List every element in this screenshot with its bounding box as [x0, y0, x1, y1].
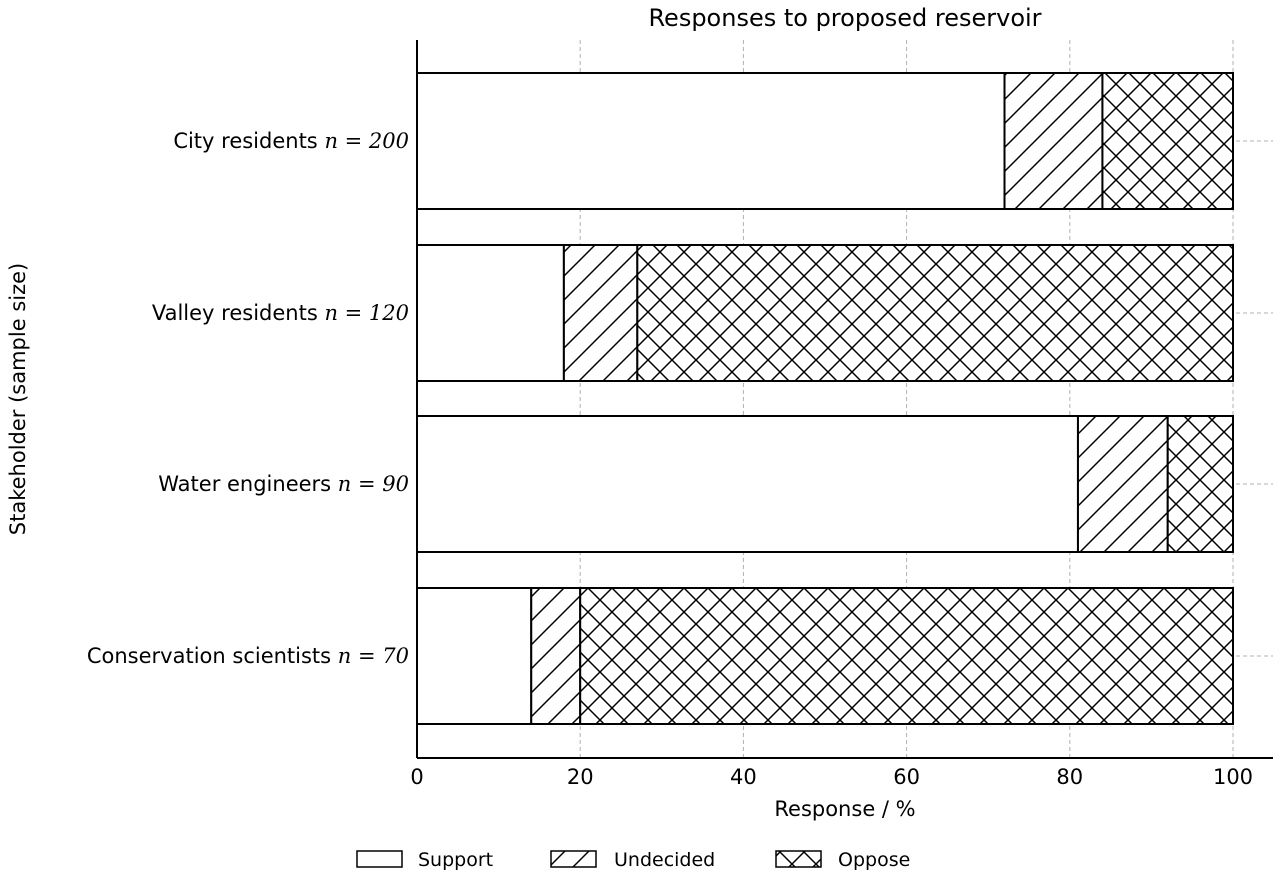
bar-support-1 [416, 244, 565, 382]
bar-support-2 [416, 415, 1079, 553]
bar-undecided-1 [562, 244, 639, 382]
legend-swatch-support [356, 850, 403, 868]
bar-oppose-0 [1101, 72, 1234, 210]
y-tick-label: Valley residents n = 120 [152, 301, 409, 325]
bar-support-0 [416, 72, 1006, 210]
y-tick-label: Water engineers n = 90 [158, 472, 409, 496]
bar-oppose-3 [579, 587, 1234, 725]
x-tick-label: 0 [410, 765, 423, 789]
x-tick-label: 60 [893, 765, 920, 789]
bar-undecided-3 [530, 587, 582, 725]
y-tick-label: City residents n = 200 [173, 129, 409, 153]
bar-undecided-2 [1076, 415, 1169, 553]
y-tick-label: Conservation scientists n = 70 [87, 644, 409, 668]
x-tick-label: 80 [1056, 765, 1083, 789]
legend-label-oppose: Oppose [838, 849, 910, 871]
bar-oppose-2 [1166, 415, 1234, 553]
legend-label-undecided: Undecided [614, 849, 715, 871]
bar-undecided-0 [1003, 72, 1104, 210]
chart-title: Responses to proposed reservoir [648, 4, 1041, 32]
legend: Support Undecided Oppose [356, 849, 910, 871]
x-tick-label: 40 [730, 765, 757, 789]
legend-swatch-undecided [550, 850, 597, 868]
axes-layer: 0 20 40 60 80 100 City residents n = 200 Valley… [87, 40, 1273, 789]
x-axis-label: Response / % [774, 797, 915, 821]
bars-layer [416, 72, 1234, 725]
y-axis-label: Stakeholder (sample size) [6, 263, 30, 535]
bar-oppose-1 [636, 244, 1234, 382]
legend-label-support: Support [418, 849, 493, 871]
legend-swatch-oppose [775, 850, 822, 868]
x-tick-label: 100 [1213, 765, 1253, 789]
bar-support-3 [416, 587, 533, 725]
x-tick-label: 20 [567, 765, 594, 789]
